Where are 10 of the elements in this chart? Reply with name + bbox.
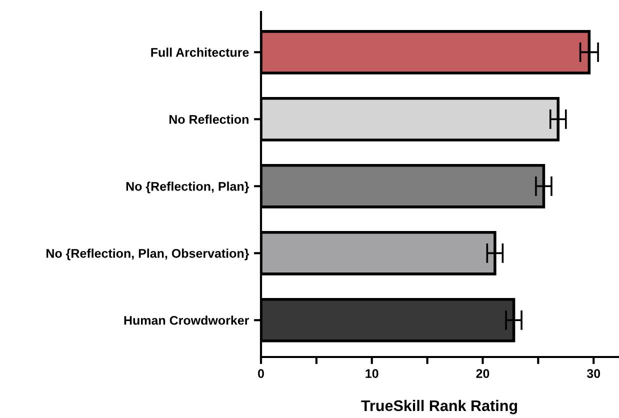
y-tick-label: No Reflection — [169, 114, 248, 124]
x-tick-label: 20 — [476, 369, 490, 378]
x-tick-label: 10 — [366, 369, 378, 378]
x-tick-label: 0 — [258, 369, 264, 378]
y-tick-label: Human Crowdworker — [124, 316, 250, 325]
x-tick-label: 30 — [586, 369, 600, 378]
y-tick-label: No {Reflection, Plan} — [126, 182, 250, 194]
y-tick-label: No {Reflection, Plan, Observation} — [46, 248, 250, 260]
y-tick-label: Full Architecture — [151, 48, 249, 57]
x-axis-title: TrueSkill Rank Rating — [361, 400, 518, 414]
